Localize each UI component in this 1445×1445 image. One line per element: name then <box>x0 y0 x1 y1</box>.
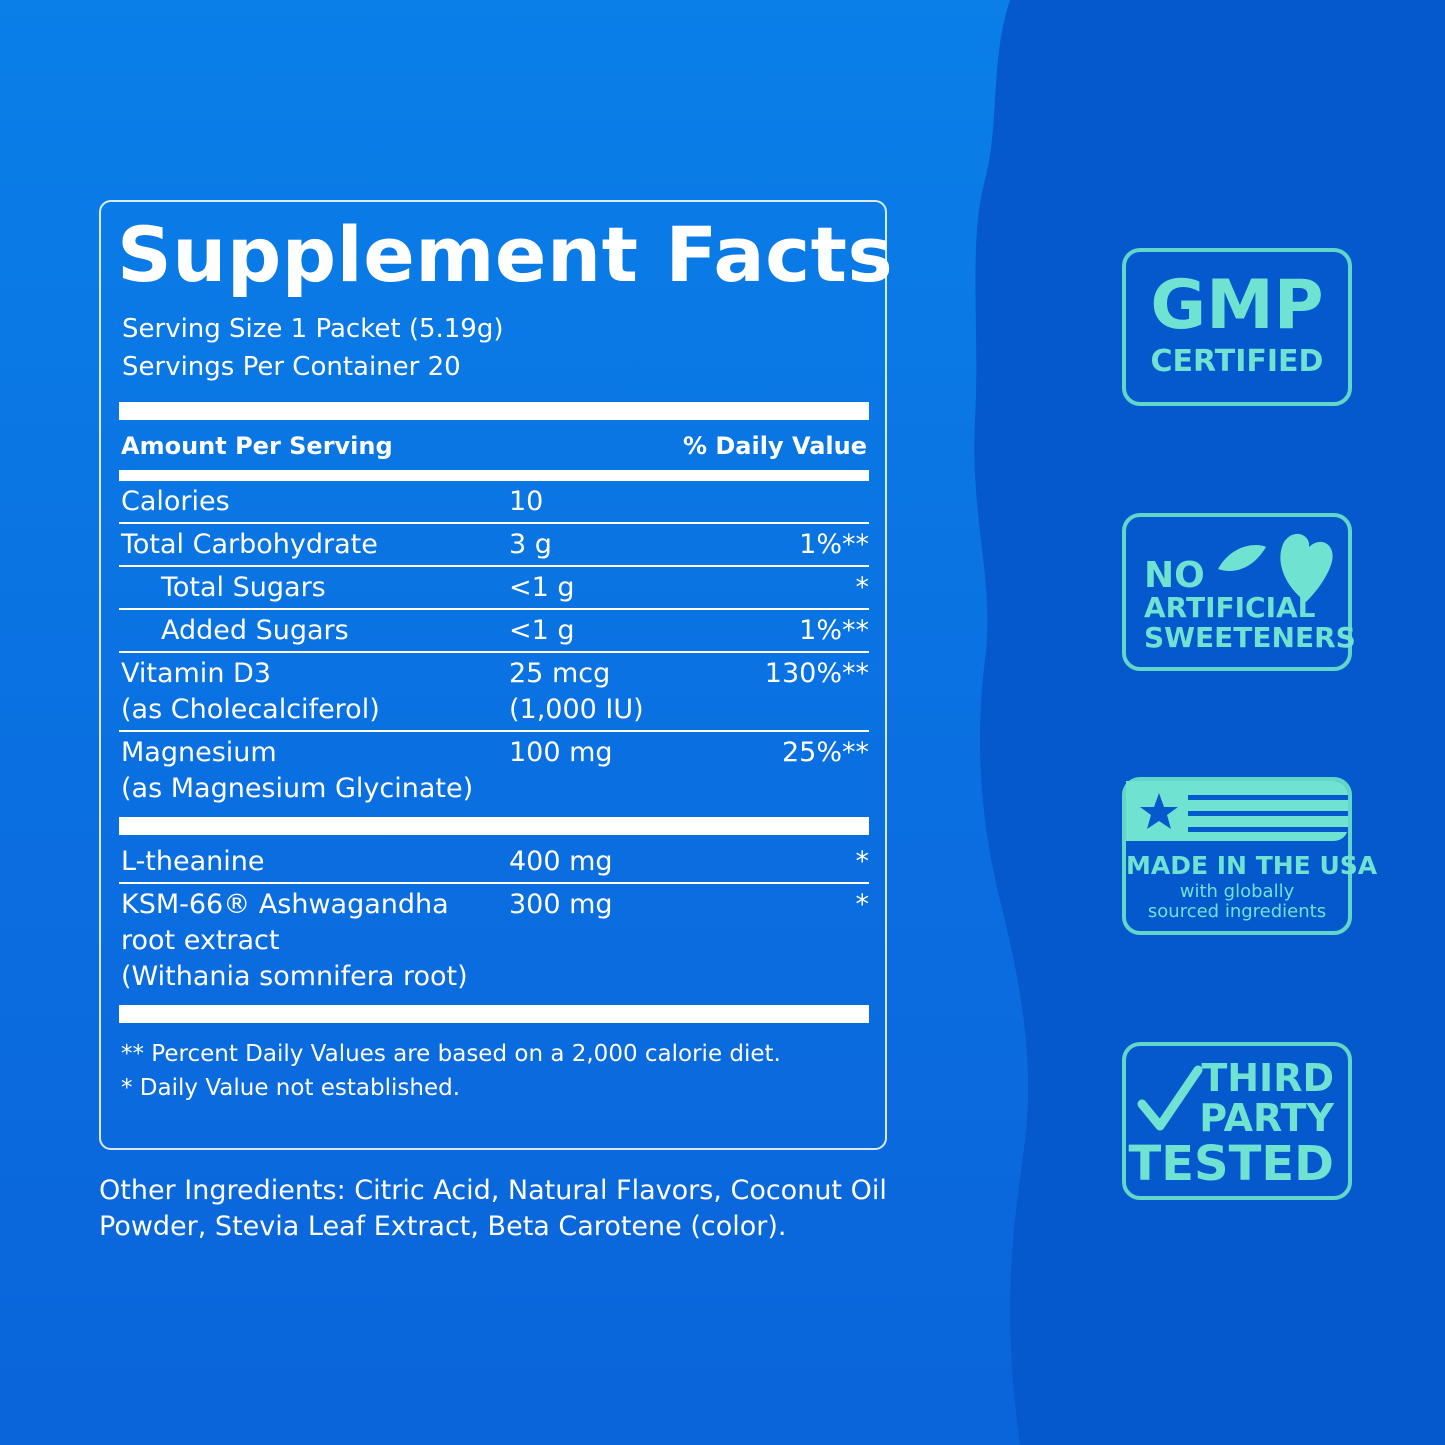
nutrient-amount: <1 g <box>509 613 575 649</box>
amount-line: 10 <box>509 486 544 517</box>
name-line: L-theanine <box>121 846 265 877</box>
badge-text: ARTIFICIAL <box>1144 591 1316 624</box>
servings-per-container: Servings Per Container 20 <box>122 352 461 382</box>
nutrient-row: KSM-66® Ashwagandha root extract (Withania… <box>119 884 869 1005</box>
daily-value: * <box>855 572 870 603</box>
name-line: Magnesium <box>121 737 277 768</box>
amount-line: 300 mg <box>509 889 613 920</box>
name-line: Added Sugars <box>161 615 349 646</box>
amount-line: 100 mg <box>509 737 613 768</box>
daily-value-header: % Daily Value <box>682 432 867 460</box>
nutrient-amount: 25 mcg (1,000 IU) <box>509 656 644 728</box>
amount-line: <1 g <box>509 572 575 603</box>
footnote: ** Percent Daily Values are based on a 2… <box>121 1041 781 1067</box>
sections: Calories 10 Total Carbohydrate 3 g 1%** Total… <box>119 481 869 1005</box>
badge-text: CERTIFIED <box>1150 344 1324 379</box>
amount-line: (1,000 IU) <box>509 694 644 725</box>
badge-third-party: THIRD PARTY TESTED <box>1122 1042 1352 1200</box>
thick-rule <box>119 402 869 420</box>
badge-text: MADE IN THE USA <box>1126 851 1378 880</box>
badge-no-sweeteners: NO ARTIFICIAL SWEETENERS <box>1122 513 1356 671</box>
badge-text: PARTY <box>1199 1096 1334 1140</box>
amount-line: 400 mg <box>509 846 613 877</box>
nutrient-name: Total Carbohydrate <box>121 527 869 563</box>
facts-table: Amount Per Serving % Daily Value Calorie… <box>119 402 869 1105</box>
nutrient-name: L-theanine <box>121 844 869 880</box>
nutrient-name: Vitamin D3 (as Cholecalciferol) <box>121 656 869 728</box>
name-line: Total Carbohydrate <box>121 529 378 560</box>
nutrient-row: Added Sugars <1 g 1%** <box>119 610 869 653</box>
amount-line: 25 mcg <box>509 658 611 689</box>
badge-text: THIRD <box>1201 1056 1334 1100</box>
nutrient-name: KSM-66® Ashwagandha root extract (Withania… <box>121 887 869 995</box>
badge-text: SWEETENERS <box>1144 621 1356 654</box>
nutrient-amount: 400 mg <box>509 844 613 880</box>
nutrient-name: Magnesium (as Magnesium Glycinate) <box>121 735 869 807</box>
amount-line: <1 g <box>509 615 575 646</box>
other-ingredients-line: Other Ingredients: Citric Acid, Natural … <box>99 1175 887 1206</box>
thick-rule <box>119 1005 869 1023</box>
nutrient-name: Calories <box>121 484 869 520</box>
name-line: Vitamin D3 <box>121 658 271 689</box>
nutrient-row: Vitamin D3 (as Cholecalciferol) 25 mcg (1,0… <box>119 653 869 732</box>
daily-value: 25%** <box>781 737 869 768</box>
badge-text: with globally <box>1179 881 1295 902</box>
name-line: (Withania somnifera root) <box>121 961 468 992</box>
badge-text: GMP <box>1150 266 1324 345</box>
leaf-icon <box>1218 533 1333 602</box>
badge-usa: MADE IN THE USA with globally sourced in… <box>1122 777 1378 935</box>
supplement-facts-panel: Supplement Facts Serving Size 1 Packet (… <box>99 200 893 1150</box>
badge-text: sourced ingredients <box>1147 901 1327 922</box>
nutrient-amount: 3 g <box>509 527 552 563</box>
nutrient-amount: <1 g <box>509 570 575 606</box>
footnotes: ** Percent Daily Values are based on a 2… <box>119 1005 869 1105</box>
other-ingredients: Other Ingredients: Citric Acid, Natural … <box>99 1173 887 1245</box>
footnote: * Daily Value not established. <box>121 1075 461 1101</box>
nutrient-amount: 100 mg <box>509 735 613 771</box>
serving-size: Serving Size 1 Packet (5.19g) <box>122 314 504 344</box>
check-icon <box>1137 1065 1203 1131</box>
other-ingredients-line: Powder, Stevia Leaf Extract, Beta Carote… <box>99 1211 787 1242</box>
flag-icon <box>1126 781 1348 841</box>
nutrient-row: Total Sugars <1 g * <box>119 567 869 610</box>
name-line: Total Sugars <box>161 572 326 603</box>
nutrient-name: Total Sugars <box>161 570 869 606</box>
table-header: Amount Per Serving % Daily Value <box>119 420 869 470</box>
title: Supplement Facts <box>117 210 894 299</box>
daily-value: * <box>855 889 870 920</box>
nutrient-row: L-theanine 400 mg * <box>119 841 869 884</box>
daily-value: * <box>855 846 870 877</box>
amount-header: Amount Per Serving <box>121 432 393 460</box>
nutrient-amount: 300 mg <box>509 887 613 923</box>
nutrient-amount: 10 <box>509 484 543 520</box>
name-line: (as Magnesium Glycinate) <box>121 773 474 804</box>
name-line: KSM-66® Ashwagandha <box>121 889 449 920</box>
nutrient-row: Calories 10 <box>119 481 869 524</box>
thick-rule <box>119 470 869 481</box>
nutrient-row: Magnesium (as Magnesium Glycinate) 100 mg 2… <box>119 732 869 817</box>
daily-value: 1%** <box>799 529 869 560</box>
name-line: root extract <box>121 925 280 956</box>
name-line: (as Cholecalciferol) <box>121 694 380 725</box>
wave-panel <box>974 0 1445 1445</box>
daily-value: 130%** <box>764 658 869 689</box>
amount-line: 3 g <box>509 529 552 560</box>
thick-rule <box>119 817 869 835</box>
nutrient-name: Added Sugars <box>161 613 869 649</box>
badge-text: TESTED <box>1128 1136 1334 1192</box>
nutrient-row: Total Carbohydrate 3 g 1%** <box>119 524 869 567</box>
badge-text: NO <box>1144 555 1205 596</box>
daily-value: 1%** <box>799 615 869 646</box>
badge-gmp: GMP CERTIFIED <box>1122 248 1352 406</box>
name-line: Calories <box>121 486 230 517</box>
